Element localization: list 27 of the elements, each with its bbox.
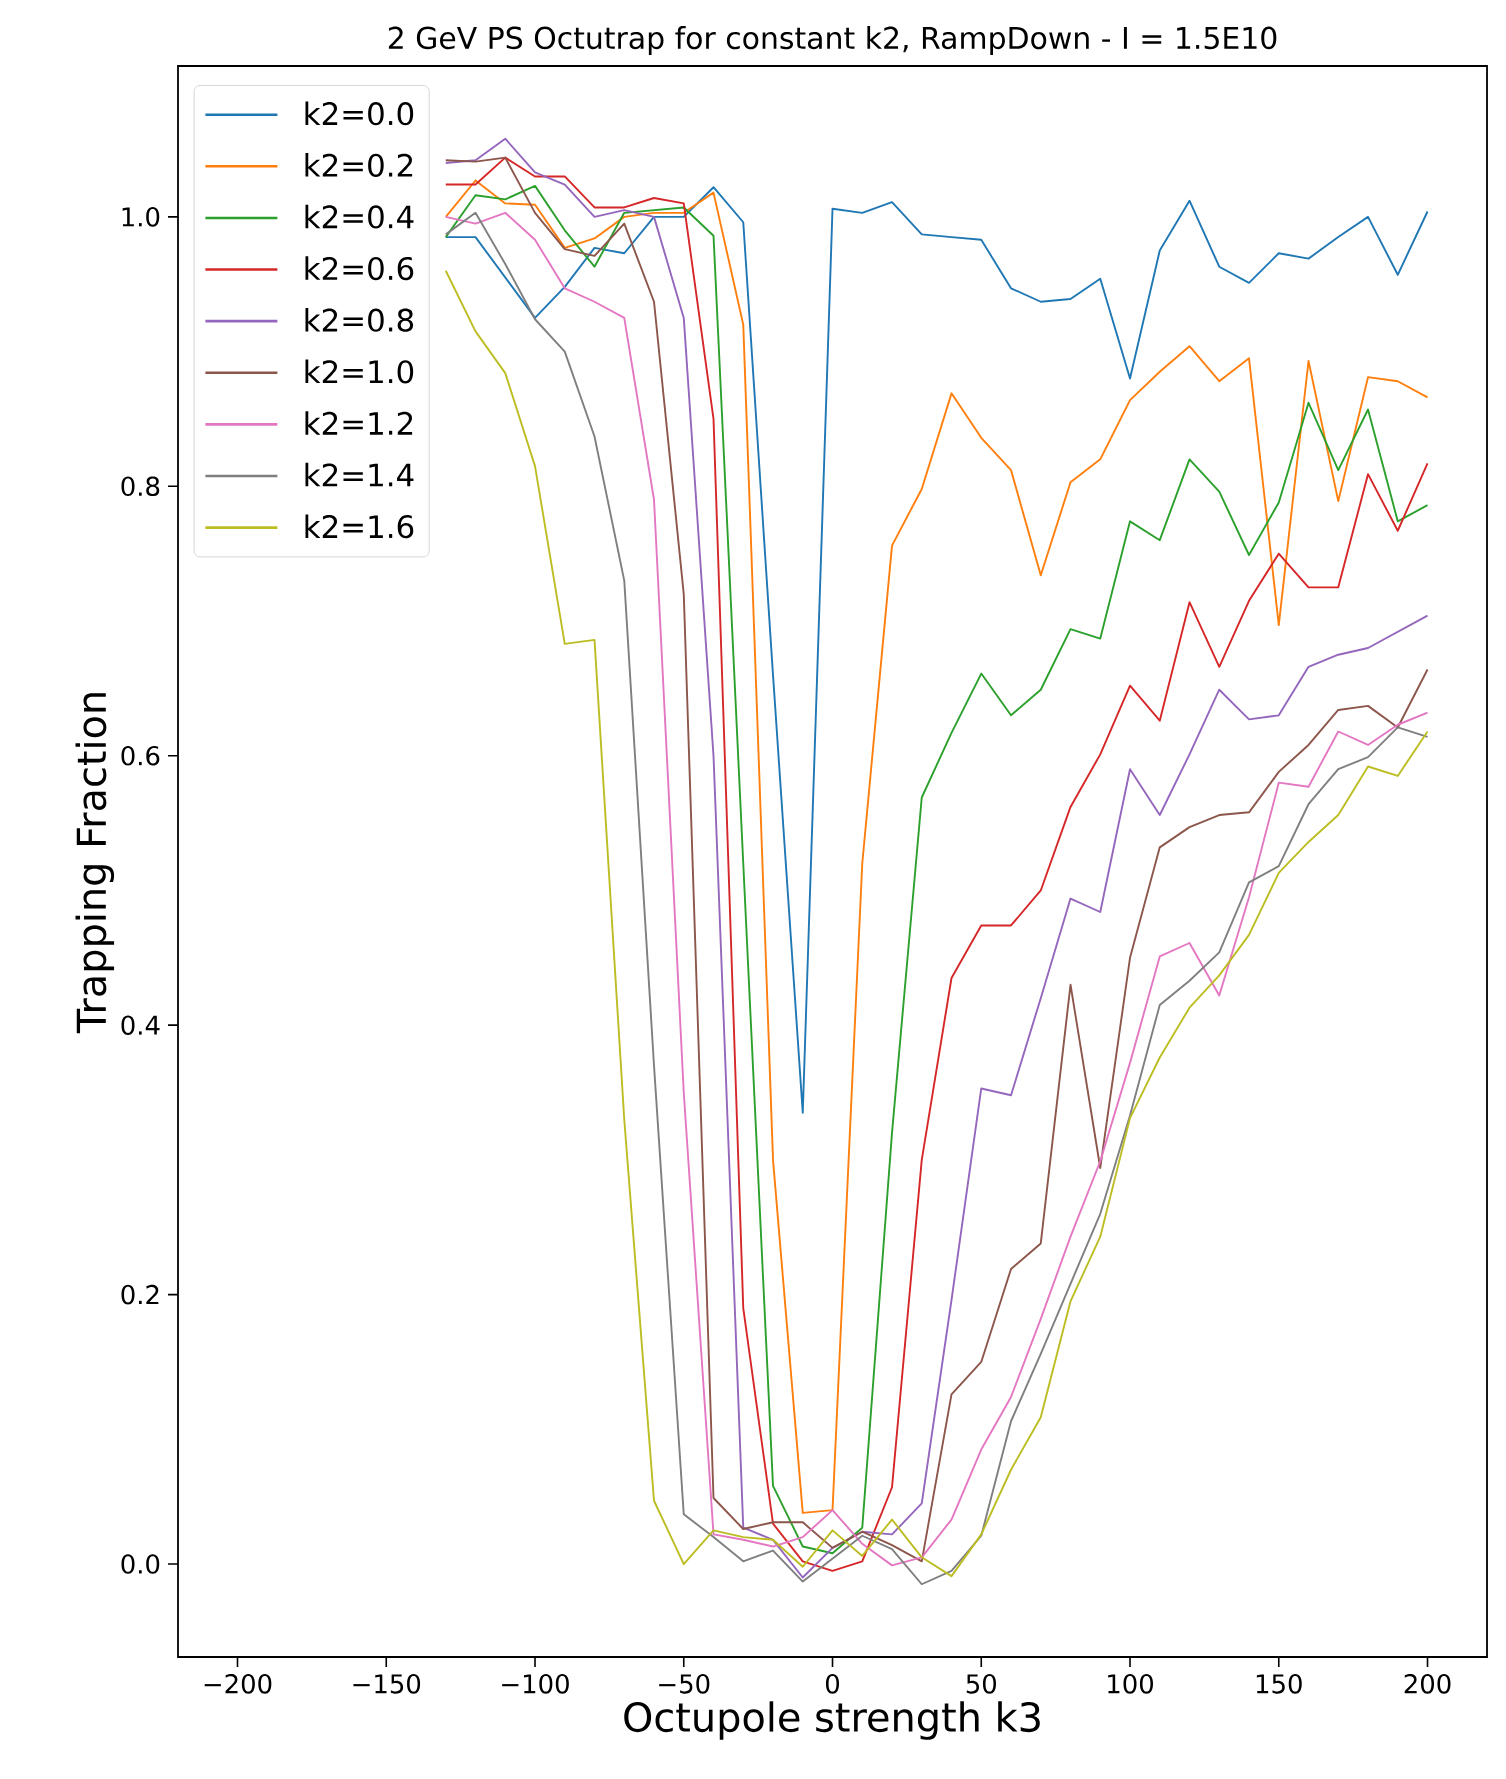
legend-label: k2=0.0 bbox=[305, 101, 414, 126]
x-tick-label: 150 bbox=[1256, 1674, 1302, 1694]
chart-title: 2 GeV PS Octutrap for constant k2, RampDown - I = 1.5E10 bbox=[388, 26, 1277, 55]
x-tick-label: 200 bbox=[1404, 1674, 1451, 1694]
x-tick-label: −150 bbox=[353, 1674, 421, 1694]
legend-label: k2=1.2 bbox=[305, 411, 413, 435]
x-tick-label: 100 bbox=[1108, 1674, 1153, 1694]
x-axis-title: Octupole strength k3 bbox=[624, 1701, 1040, 1740]
legend-label: k2=0.4 bbox=[305, 204, 414, 229]
y-tick-label: 1.0 bbox=[122, 207, 160, 227]
y-tick-label: 0.8 bbox=[121, 476, 160, 497]
legend-label: k2=1.0 bbox=[305, 359, 414, 384]
x-tick-label: −100 bbox=[502, 1674, 569, 1694]
legend-label: k2=1.6 bbox=[305, 514, 414, 539]
y-tick-label: 0.6 bbox=[121, 745, 160, 766]
x-tick-label: 50 bbox=[966, 1674, 996, 1694]
legend-label: k2=0.6 bbox=[305, 256, 414, 281]
x-tick-label: −200 bbox=[204, 1674, 272, 1694]
y-tick-label: 0.4 bbox=[121, 1015, 160, 1035]
y-tick-label: 0.0 bbox=[121, 1554, 160, 1574]
legend-label: k2=0.2 bbox=[305, 153, 413, 177]
y-tick-label: 0.2 bbox=[121, 1284, 159, 1305]
x-tick-label: −50 bbox=[659, 1674, 710, 1694]
legend-label: k2=1.4 bbox=[305, 462, 414, 487]
legend-label: k2=0.8 bbox=[305, 307, 414, 332]
y-axis-title: Trapping Fraction bbox=[75, 693, 115, 1034]
x-tick-label: 0 bbox=[825, 1674, 840, 1694]
